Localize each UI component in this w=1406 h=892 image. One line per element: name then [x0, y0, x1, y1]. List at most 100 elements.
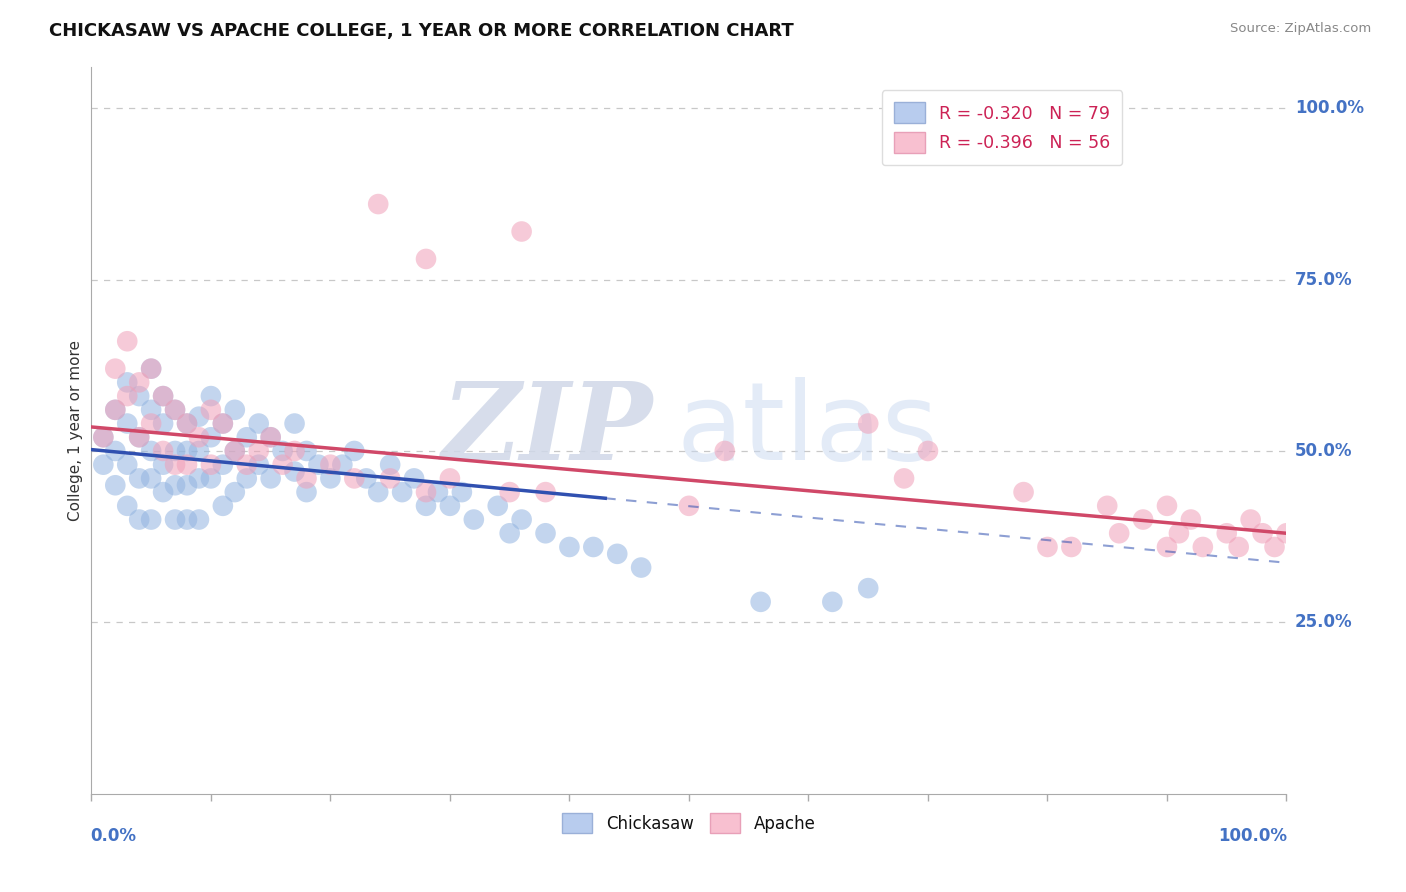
- Point: [128, 512, 150, 526]
- Point: [404, 471, 426, 485]
- Point: [463, 512, 485, 526]
- Point: [200, 402, 222, 417]
- Point: [1227, 540, 1250, 554]
- Point: [141, 361, 162, 376]
- Point: [176, 417, 198, 431]
- Point: [93, 458, 114, 472]
- Point: [163, 478, 186, 492]
- Point: [128, 430, 150, 444]
- Point: [1167, 526, 1189, 541]
- Point: [307, 458, 329, 472]
- Point: [284, 444, 307, 458]
- Point: [271, 458, 294, 472]
- Point: [104, 478, 127, 492]
- Point: [163, 458, 186, 472]
- Text: 25.0%: 25.0%: [1295, 614, 1353, 632]
- Point: [115, 389, 138, 403]
- Point: [176, 512, 198, 526]
- Text: Source: ZipAtlas.com: Source: ZipAtlas.com: [1230, 22, 1371, 36]
- Point: [415, 252, 437, 266]
- Y-axis label: College, 1 year or more: College, 1 year or more: [67, 340, 83, 521]
- Point: [141, 417, 162, 431]
- Point: [498, 485, 520, 500]
- Point: [187, 471, 211, 485]
- Point: [104, 402, 127, 417]
- Point: [1060, 540, 1083, 554]
- Point: [1012, 485, 1035, 500]
- Point: [367, 197, 389, 211]
- Point: [1275, 526, 1298, 541]
- Point: [152, 485, 174, 500]
- Point: [200, 389, 222, 403]
- Point: [343, 444, 366, 458]
- Point: [163, 444, 186, 458]
- Point: [152, 389, 174, 403]
- Point: [582, 540, 605, 554]
- Point: [247, 417, 270, 431]
- Point: [128, 389, 150, 403]
- Point: [354, 471, 377, 485]
- Point: [187, 512, 211, 526]
- Point: [630, 560, 652, 574]
- Point: [115, 499, 138, 513]
- Text: 100.0%: 100.0%: [1219, 827, 1288, 845]
- Point: [295, 485, 318, 500]
- Point: [187, 430, 211, 444]
- Point: [235, 458, 259, 472]
- Point: [271, 444, 294, 458]
- Point: [247, 444, 270, 458]
- Point: [187, 409, 211, 424]
- Point: [104, 361, 127, 376]
- Point: [510, 225, 533, 239]
- Point: [115, 458, 138, 472]
- Point: [534, 485, 557, 500]
- Point: [247, 458, 270, 472]
- Point: [1156, 499, 1178, 513]
- Point: [714, 444, 737, 458]
- Point: [163, 512, 186, 526]
- Point: [498, 526, 520, 541]
- Text: CHICKASAW VS APACHE COLLEGE, 1 YEAR OR MORE CORRELATION CHART: CHICKASAW VS APACHE COLLEGE, 1 YEAR OR M…: [49, 22, 794, 40]
- Point: [141, 361, 162, 376]
- Point: [917, 444, 939, 458]
- Point: [893, 471, 915, 485]
- Point: [224, 402, 246, 417]
- Point: [486, 499, 509, 513]
- Point: [606, 547, 628, 561]
- Point: [176, 478, 198, 492]
- Point: [678, 499, 700, 513]
- Point: [211, 499, 233, 513]
- Point: [295, 444, 318, 458]
- Point: [141, 444, 162, 458]
- Point: [450, 485, 472, 500]
- Point: [1251, 526, 1274, 541]
- Text: 75.0%: 75.0%: [1295, 270, 1353, 288]
- Point: [1180, 512, 1202, 526]
- Point: [128, 376, 150, 390]
- Point: [391, 485, 413, 500]
- Point: [319, 471, 342, 485]
- Point: [104, 444, 127, 458]
- Point: [378, 458, 402, 472]
- Point: [93, 430, 114, 444]
- Point: [856, 581, 880, 595]
- Point: [821, 595, 844, 609]
- Point: [224, 444, 246, 458]
- Text: 0.0%: 0.0%: [90, 827, 136, 845]
- Point: [1192, 540, 1215, 554]
- Point: [141, 402, 162, 417]
- Point: [1036, 540, 1059, 554]
- Point: [141, 471, 162, 485]
- Point: [200, 430, 222, 444]
- Point: [115, 417, 138, 431]
- Point: [200, 471, 222, 485]
- Point: [235, 430, 259, 444]
- Legend: Chickasaw, Apache: Chickasaw, Apache: [555, 806, 823, 840]
- Point: [558, 540, 581, 554]
- Point: [93, 430, 114, 444]
- Point: [1097, 499, 1119, 513]
- Point: [415, 499, 437, 513]
- Point: [1240, 512, 1263, 526]
- Text: 100.0%: 100.0%: [1295, 99, 1364, 117]
- Point: [1108, 526, 1130, 541]
